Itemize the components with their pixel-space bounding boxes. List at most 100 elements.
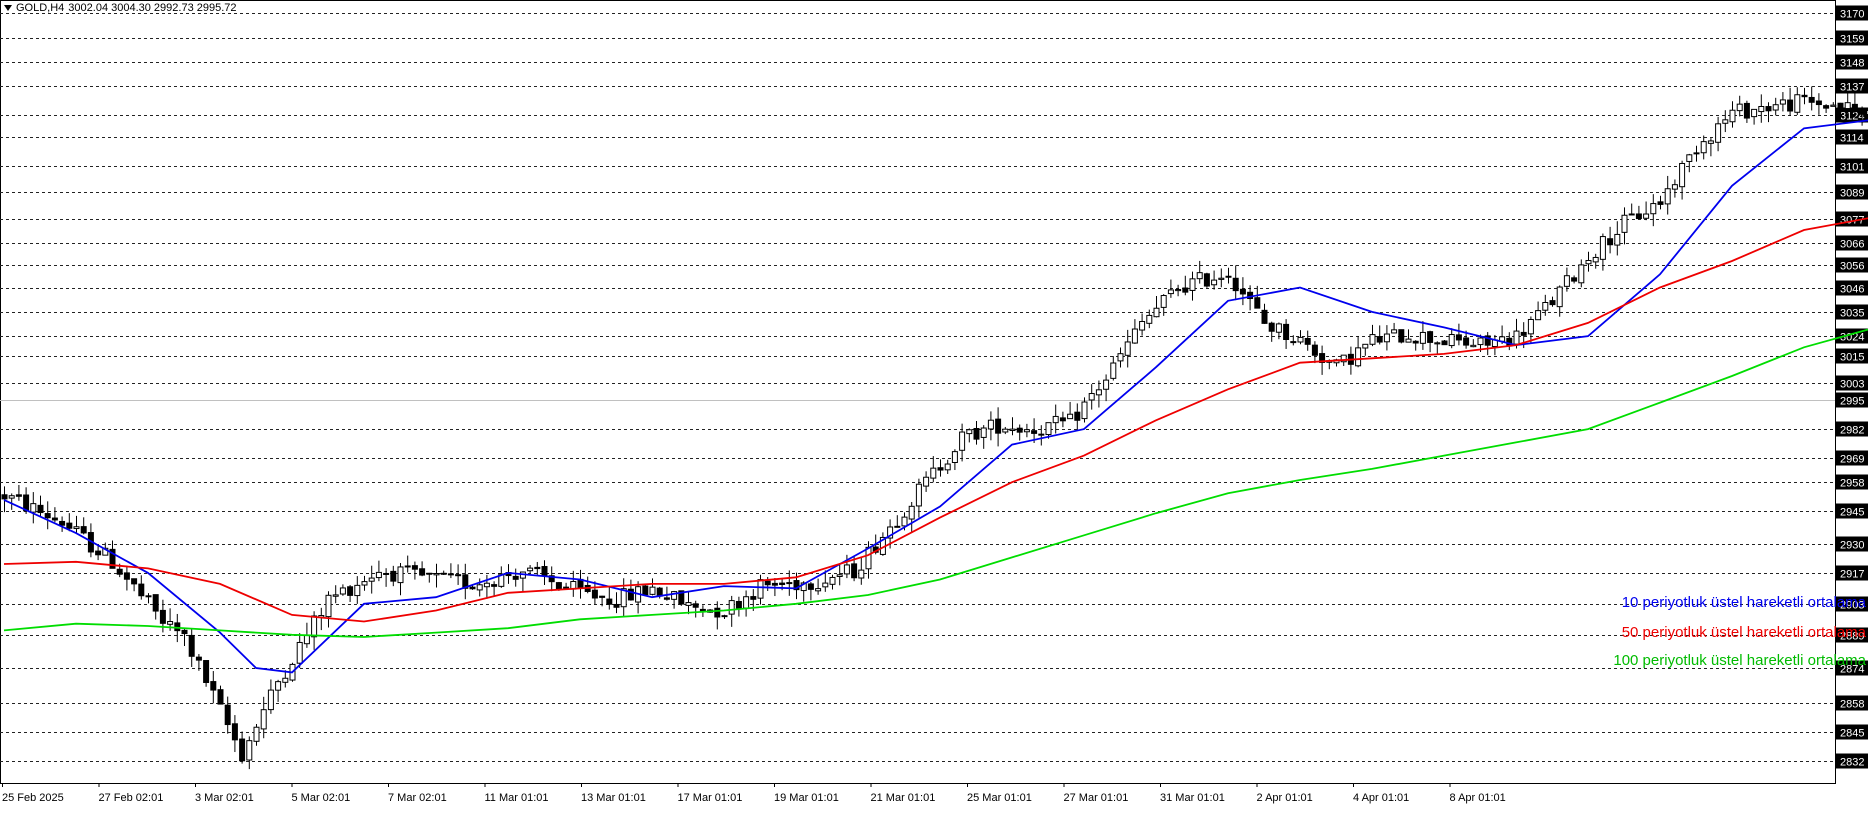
candle-body xyxy=(159,609,166,624)
candle-body xyxy=(1225,275,1232,278)
candle-body xyxy=(95,550,102,556)
candle-body xyxy=(1787,99,1794,112)
legend-ema100: 100 periyotluk üstel hareketli ortalama xyxy=(1613,652,1866,669)
candle-body xyxy=(1729,109,1736,123)
candle-body xyxy=(649,586,656,595)
x-tick-label: 5 Mar 02:01 xyxy=(292,792,351,804)
y-tick-label: 3114 xyxy=(1840,133,1864,145)
ohlc-readout: 3002.04 3004.30 2992.73 2995.72 xyxy=(68,2,237,14)
candle-body xyxy=(829,576,836,585)
candle-body xyxy=(1009,428,1016,432)
candle-body xyxy=(1095,389,1102,396)
candle-body xyxy=(951,451,958,463)
candle-body xyxy=(843,564,850,575)
candle-body xyxy=(721,615,728,618)
candle-body xyxy=(1117,353,1124,362)
price-tag xyxy=(1836,129,1868,145)
ema-line-0 xyxy=(3,119,1868,674)
candle-body xyxy=(1419,331,1426,344)
candle-body xyxy=(1693,152,1700,155)
price-tag xyxy=(1836,392,1868,408)
candle-body xyxy=(937,467,944,471)
candle-body xyxy=(411,565,418,570)
y-tick-label: 2858 xyxy=(1840,699,1864,711)
candle-body xyxy=(1052,415,1059,424)
candle-body xyxy=(1369,334,1376,345)
legend-ema50: 50 periyotluk üstel hareketli ortalama xyxy=(1621,624,1866,641)
candle-body xyxy=(642,585,649,596)
candle-body xyxy=(671,591,678,600)
candle-body xyxy=(1412,340,1419,344)
candle-body xyxy=(1261,309,1268,324)
candle-body xyxy=(1182,287,1189,293)
candle-body xyxy=(188,634,195,657)
candle-body xyxy=(591,589,598,599)
candle-body xyxy=(1751,108,1758,118)
candle-body xyxy=(527,567,534,572)
candle-body xyxy=(555,582,562,590)
candle-body xyxy=(1779,99,1786,105)
candle-body xyxy=(692,603,699,608)
candle-body xyxy=(663,597,670,600)
y-tick-label: 2832 xyxy=(1840,757,1864,769)
candle-body xyxy=(1585,259,1592,265)
candle-body xyxy=(1470,344,1477,348)
candle-body xyxy=(217,689,224,705)
candle-body xyxy=(1801,94,1808,98)
candle-body xyxy=(1736,103,1743,112)
candle-body xyxy=(462,574,469,589)
candle-body xyxy=(534,566,541,570)
x-tick-label: 7 Mar 02:01 xyxy=(388,792,447,804)
price-tag xyxy=(1836,375,1868,391)
candle-body xyxy=(1391,329,1398,334)
candle-body xyxy=(930,467,937,479)
candle-body xyxy=(1664,188,1671,205)
candle-body xyxy=(1851,103,1858,111)
candle-body xyxy=(1340,354,1347,363)
candle-body xyxy=(483,582,490,588)
candle-body xyxy=(757,579,764,599)
candle-body xyxy=(563,586,570,589)
candle-body xyxy=(1455,334,1462,341)
candle-body xyxy=(131,578,138,585)
y-tick-label: 3089 xyxy=(1840,188,1864,200)
candle-body xyxy=(1823,105,1830,109)
candle-body xyxy=(1275,323,1282,333)
candle-body xyxy=(1614,233,1621,246)
candle-body xyxy=(426,572,433,575)
candle-body xyxy=(1542,302,1549,311)
candle-body xyxy=(1167,289,1174,295)
y-tick-label: 2845 xyxy=(1840,728,1864,740)
candle-body xyxy=(1765,106,1772,112)
candle-body xyxy=(51,517,58,521)
y-tick-label: 3159 xyxy=(1840,34,1864,46)
candle-body xyxy=(1254,297,1261,309)
candle-body xyxy=(354,584,361,597)
candle-body xyxy=(246,740,253,761)
dropdown-triangle-icon[interactable] xyxy=(4,5,12,11)
candle-body xyxy=(311,615,318,638)
candle-body xyxy=(1578,264,1585,284)
price-tag xyxy=(1836,660,1868,676)
ema-line-2 xyxy=(3,328,1868,638)
candle-body xyxy=(1103,379,1110,390)
candle-body xyxy=(786,582,793,585)
y-tick-label: 2945 xyxy=(1840,507,1864,519)
candle-body xyxy=(253,726,260,742)
candle-body xyxy=(959,431,966,451)
candle-body xyxy=(901,516,908,527)
candle-body xyxy=(1679,162,1686,188)
candle-body xyxy=(1758,105,1765,113)
candle-body xyxy=(1239,288,1246,295)
candle-body xyxy=(1110,362,1117,379)
y-tick-label: 2930 xyxy=(1840,540,1864,552)
candle-body xyxy=(858,569,865,579)
x-tick-label: 3 Mar 02:01 xyxy=(195,792,254,804)
x-tick-label: 27 Mar 01:01 xyxy=(1064,792,1129,804)
candle-body xyxy=(1434,342,1441,345)
candle-body xyxy=(980,427,987,438)
candle-body xyxy=(109,548,116,569)
candle-body xyxy=(419,568,426,576)
